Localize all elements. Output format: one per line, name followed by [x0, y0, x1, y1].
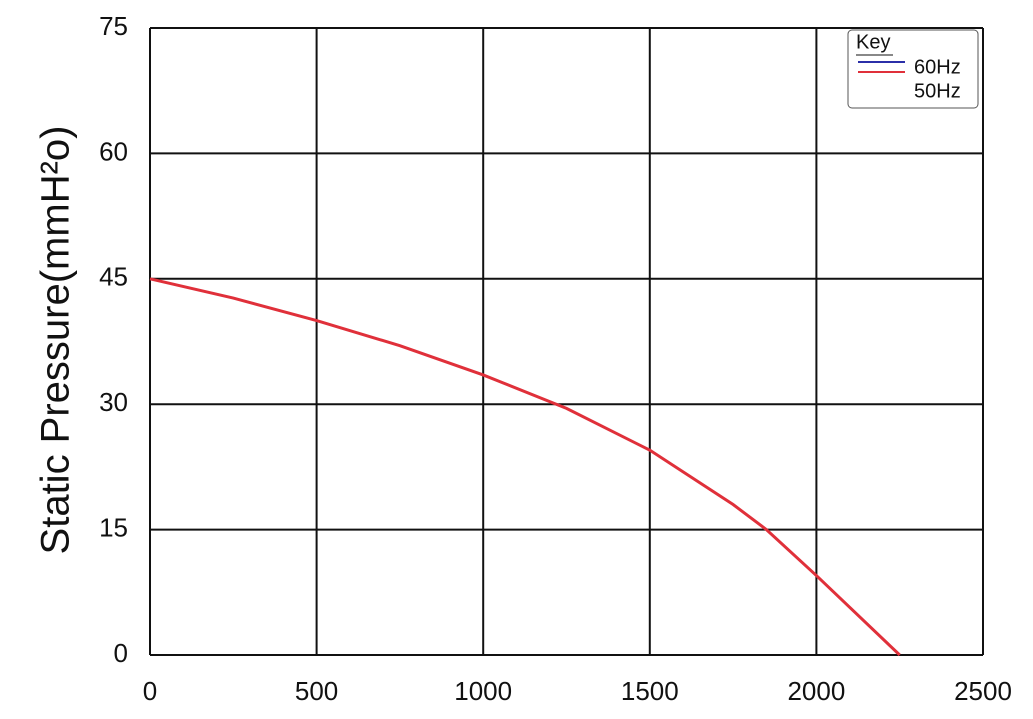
- y-tick-label: 75: [99, 11, 128, 41]
- y-axis-title: Static Pressure(mmH²o): [34, 126, 78, 555]
- legend-label: 60Hz: [914, 56, 961, 78]
- y-tick-label: 0: [114, 638, 128, 668]
- y-tick-label: 30: [99, 387, 128, 417]
- y-tick-label: 45: [99, 262, 128, 292]
- y-tick-label: 15: [99, 512, 128, 542]
- legend-box: [847, 29, 979, 109]
- legend-title: Key: [856, 31, 890, 53]
- x-tick-label: 2000: [787, 676, 845, 706]
- x-tick-label: 0: [143, 676, 157, 706]
- x-tick-label: 1000: [454, 676, 512, 706]
- x-tick-label: 500: [295, 676, 338, 706]
- legend-label: 50Hz: [914, 80, 961, 102]
- x-tick-label: 1500: [621, 676, 679, 706]
- y-tick-label: 60: [99, 136, 128, 166]
- x-tick-label: 2500: [954, 676, 1012, 706]
- data-line: [149, 277, 901, 657]
